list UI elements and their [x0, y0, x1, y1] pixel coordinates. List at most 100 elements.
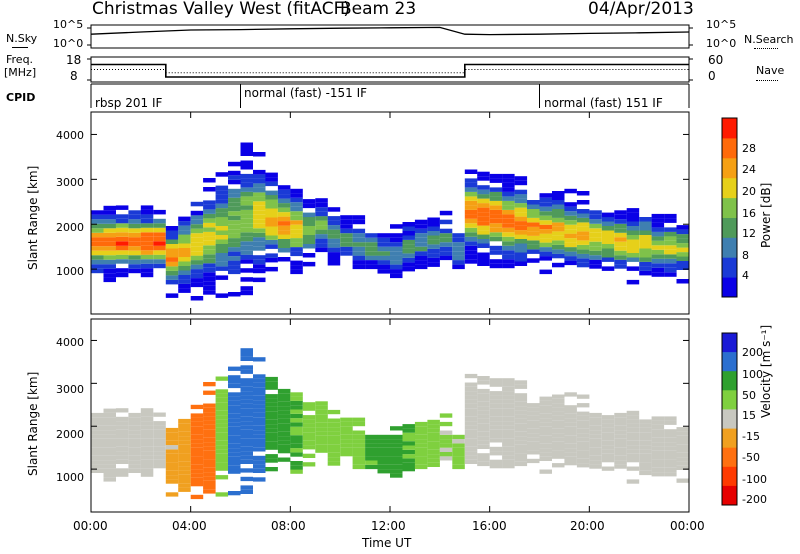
range-cell	[228, 400, 241, 406]
range-cell	[140, 227, 154, 233]
range-cell	[414, 439, 428, 444]
range-cell	[601, 415, 615, 420]
range-cell	[464, 451, 478, 456]
range-cell	[639, 432, 652, 437]
range-cell	[427, 462, 440, 467]
range-cell	[390, 469, 403, 474]
range-cell	[327, 431, 341, 436]
range-cell	[477, 198, 490, 204]
range-cell	[614, 464, 627, 469]
range-cell	[140, 250, 154, 255]
range-cell	[215, 190, 229, 195]
range-cell	[240, 408, 253, 413]
range-cell	[228, 452, 241, 457]
range-cell	[676, 243, 689, 248]
velocity-colorbar-tick: -200	[742, 493, 767, 506]
range-cell	[502, 218, 515, 224]
colorbar-swatch	[722, 217, 737, 238]
range-cell	[552, 428, 565, 434]
range-cell	[253, 395, 266, 401]
range-cell	[140, 412, 154, 417]
range-cell	[265, 239, 278, 245]
range-cell	[676, 265, 689, 270]
range-cell	[552, 231, 565, 236]
range-cell	[140, 433, 154, 439]
range-cell	[676, 225, 689, 230]
range-cell	[240, 382, 253, 387]
range-cell	[527, 407, 540, 412]
range-cell	[240, 191, 253, 197]
range-cell	[115, 425, 129, 430]
range-cell	[514, 221, 528, 226]
range-cell	[639, 453, 652, 458]
range-cell	[228, 392, 241, 397]
range-cell	[639, 440, 652, 446]
range-cell	[489, 403, 503, 409]
range-cell	[489, 259, 503, 264]
range-cell	[527, 204, 540, 209]
range-cell	[552, 209, 565, 214]
range-cell	[676, 452, 689, 458]
range-cell	[290, 193, 303, 198]
range-cell	[128, 425, 141, 431]
range-cell	[552, 411, 565, 416]
range-cell	[240, 187, 253, 192]
range-cell	[589, 464, 602, 469]
range-cell	[539, 469, 552, 474]
range-cell	[277, 436, 291, 441]
range-cell	[228, 224, 241, 230]
range-cell	[477, 257, 490, 262]
range-cell	[277, 457, 291, 462]
range-cell	[91, 255, 104, 260]
range-cell	[290, 448, 303, 453]
range-cell	[414, 456, 428, 461]
range-cell	[190, 251, 204, 256]
range-cell	[539, 193, 552, 198]
range-cell	[439, 439, 453, 444]
range-cell	[676, 279, 689, 284]
range-cell	[215, 458, 229, 463]
range-cell	[103, 246, 116, 251]
range-cell	[489, 187, 503, 192]
range-cell	[626, 427, 640, 433]
range-cell	[203, 382, 216, 387]
range-cell	[340, 242, 353, 247]
range-cell	[576, 258, 590, 263]
range-cell	[340, 417, 353, 422]
range-cell	[552, 437, 565, 442]
range-cell	[365, 255, 378, 261]
colorbar-swatch	[722, 333, 737, 353]
range-cell	[240, 290, 253, 296]
range-cell	[215, 185, 229, 191]
range-cell	[439, 242, 453, 247]
range-cell	[639, 257, 652, 262]
range-cell	[265, 441, 278, 446]
range-cell	[477, 234, 490, 239]
range-cell	[103, 268, 116, 274]
range-cell	[228, 197, 241, 203]
range-cell	[464, 403, 478, 409]
range-cell	[91, 250, 104, 256]
range-cell	[115, 205, 129, 210]
range-cell	[128, 219, 141, 224]
range-cell	[539, 247, 552, 252]
range-cell	[215, 199, 229, 204]
range-cell	[190, 452, 204, 457]
range-cell	[514, 414, 528, 419]
cpid-label: CPID	[6, 91, 36, 104]
range-cell	[452, 251, 465, 256]
range-cell	[514, 444, 528, 449]
range-cell	[402, 454, 415, 459]
range-cell	[439, 228, 453, 234]
range-cell	[626, 248, 640, 253]
range-cell	[240, 232, 253, 237]
range-cell	[414, 237, 428, 243]
range-cell	[564, 251, 577, 257]
range-cell	[390, 473, 403, 478]
range-cell	[115, 241, 129, 246]
range-cell	[427, 231, 440, 236]
range-cell	[564, 211, 577, 216]
range-cell	[290, 422, 303, 427]
range-cell	[190, 482, 204, 487]
range-cell	[315, 207, 328, 212]
